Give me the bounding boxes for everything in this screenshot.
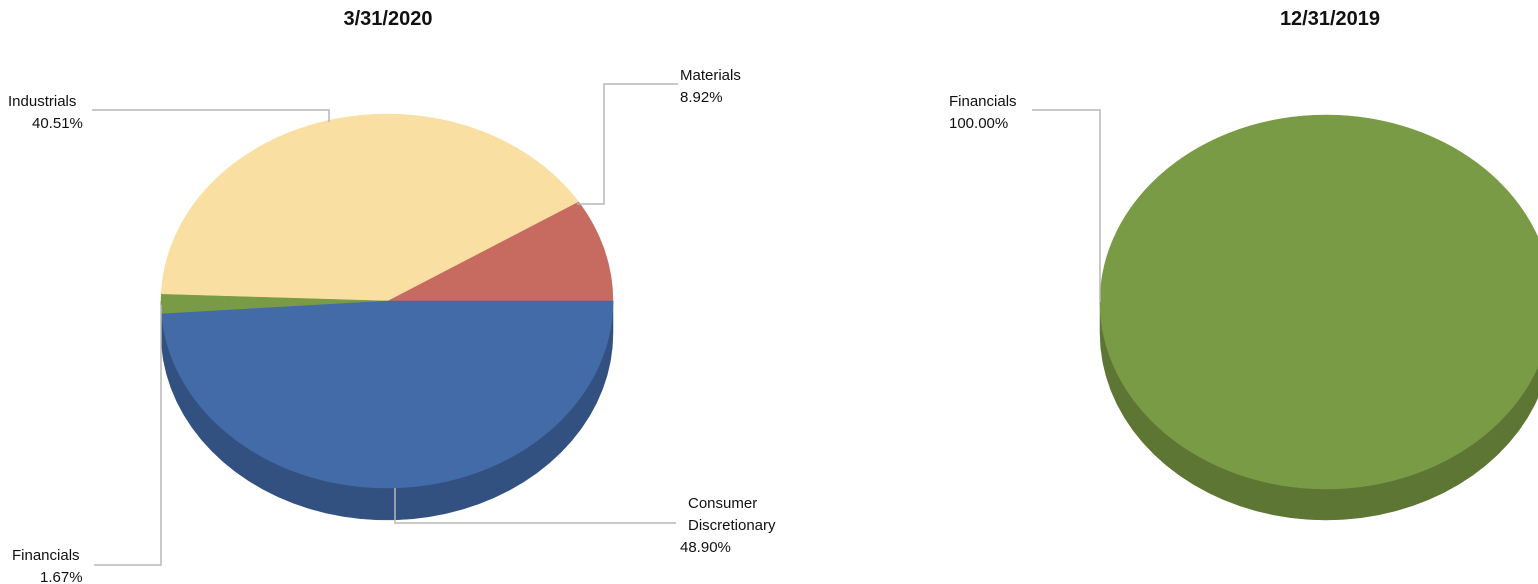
slice-label-materials-0: Materials (680, 67, 741, 84)
slice-label-financials-1: Financials (949, 93, 1017, 110)
slice-percent-materials-0: 8.92% (680, 89, 723, 106)
pie-slice-consumer-discretionary-0 (161, 300, 614, 489)
leader-line-financials-1 (1032, 109, 1101, 302)
slice-label-financials-0: Financials (12, 547, 80, 564)
slice-percent-financials-0: 1.67% (40, 569, 83, 584)
leader-line-consumer-discretionary-0 (394, 488, 676, 524)
pie-slice-materials-0 (386, 201, 614, 302)
chart-title-2019: 12/31/2019 (1279, 8, 1381, 30)
chart-title-2020: 3/31/2020 (343, 8, 433, 30)
slice-percent-financials-1: 100.00% (949, 115, 1008, 132)
slice-label-consumer-discretionary-0: Discretionary (688, 517, 776, 534)
slice-percent-industrials-0: 40.51% (32, 115, 83, 132)
slice-percent-consumer-discretionary-0: 48.90% (680, 539, 731, 556)
slice-label-consumer-discretionary-0: Consumer (688, 495, 757, 512)
leader-line-materials-0 (577, 83, 678, 205)
leader-line-industrials-0 (92, 109, 330, 122)
slice-label-industrials-0: Industrials (8, 93, 76, 110)
pie-slice-financials-1 (1099, 114, 1538, 490)
leader-line-financials-0 (94, 305, 162, 566)
